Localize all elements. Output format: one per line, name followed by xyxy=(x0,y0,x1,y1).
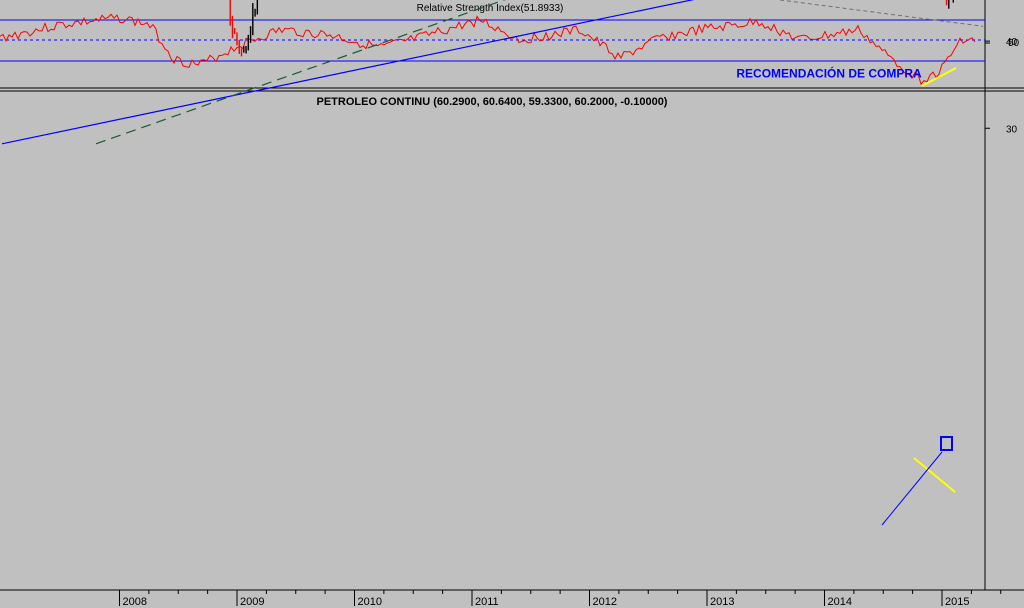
rsi-axis-label: 50 xyxy=(1008,38,1020,49)
x-tick-label: 2012 xyxy=(593,596,617,608)
trendline-0 xyxy=(1,0,695,145)
x-tick-label: 2014 xyxy=(828,596,852,608)
buy-signal-box xyxy=(940,436,953,451)
x-tick-label: 2010 xyxy=(358,596,382,608)
rsi-title: Relative Strength Index(51.8933) xyxy=(417,3,564,14)
annotations: mm 200mm 40RECOMENDACIÓN DE COMPRA xyxy=(736,65,922,80)
y-tick-label: 40 xyxy=(1006,37,1018,48)
y-axis: 30405060708090100110120130140150160 xyxy=(985,37,1018,135)
trendline-6 xyxy=(776,0,984,27)
chart-title: PETROLEO CONTINU (60.2900, 60.6400, 59.3… xyxy=(317,96,668,108)
x-tick-label: 2015 xyxy=(945,596,969,608)
rsi-panel: Relative Strength Index(51.8933) 50 xyxy=(0,3,1020,87)
x-axis: 2008 2009 2010 2011 2012 2013 2014 2015 xyxy=(119,590,1002,608)
rsi-line xyxy=(0,13,976,86)
y-tick-label: 30 xyxy=(1006,124,1018,135)
price-divergence-highlight xyxy=(913,457,956,493)
buy-signal-pointer xyxy=(881,451,943,526)
trendlines xyxy=(1,0,984,145)
x-tick-label: 2008 xyxy=(123,596,147,608)
x-tick-label: 2009 xyxy=(240,596,264,608)
price-bars xyxy=(229,0,954,57)
x-tick-label: 2011 xyxy=(475,596,499,608)
rsi-divergence-highlight xyxy=(921,67,957,87)
annotation-2: RECOMENDACIÓN DE COMPRA xyxy=(736,65,922,80)
x-tick-label: 2013 xyxy=(710,596,734,608)
